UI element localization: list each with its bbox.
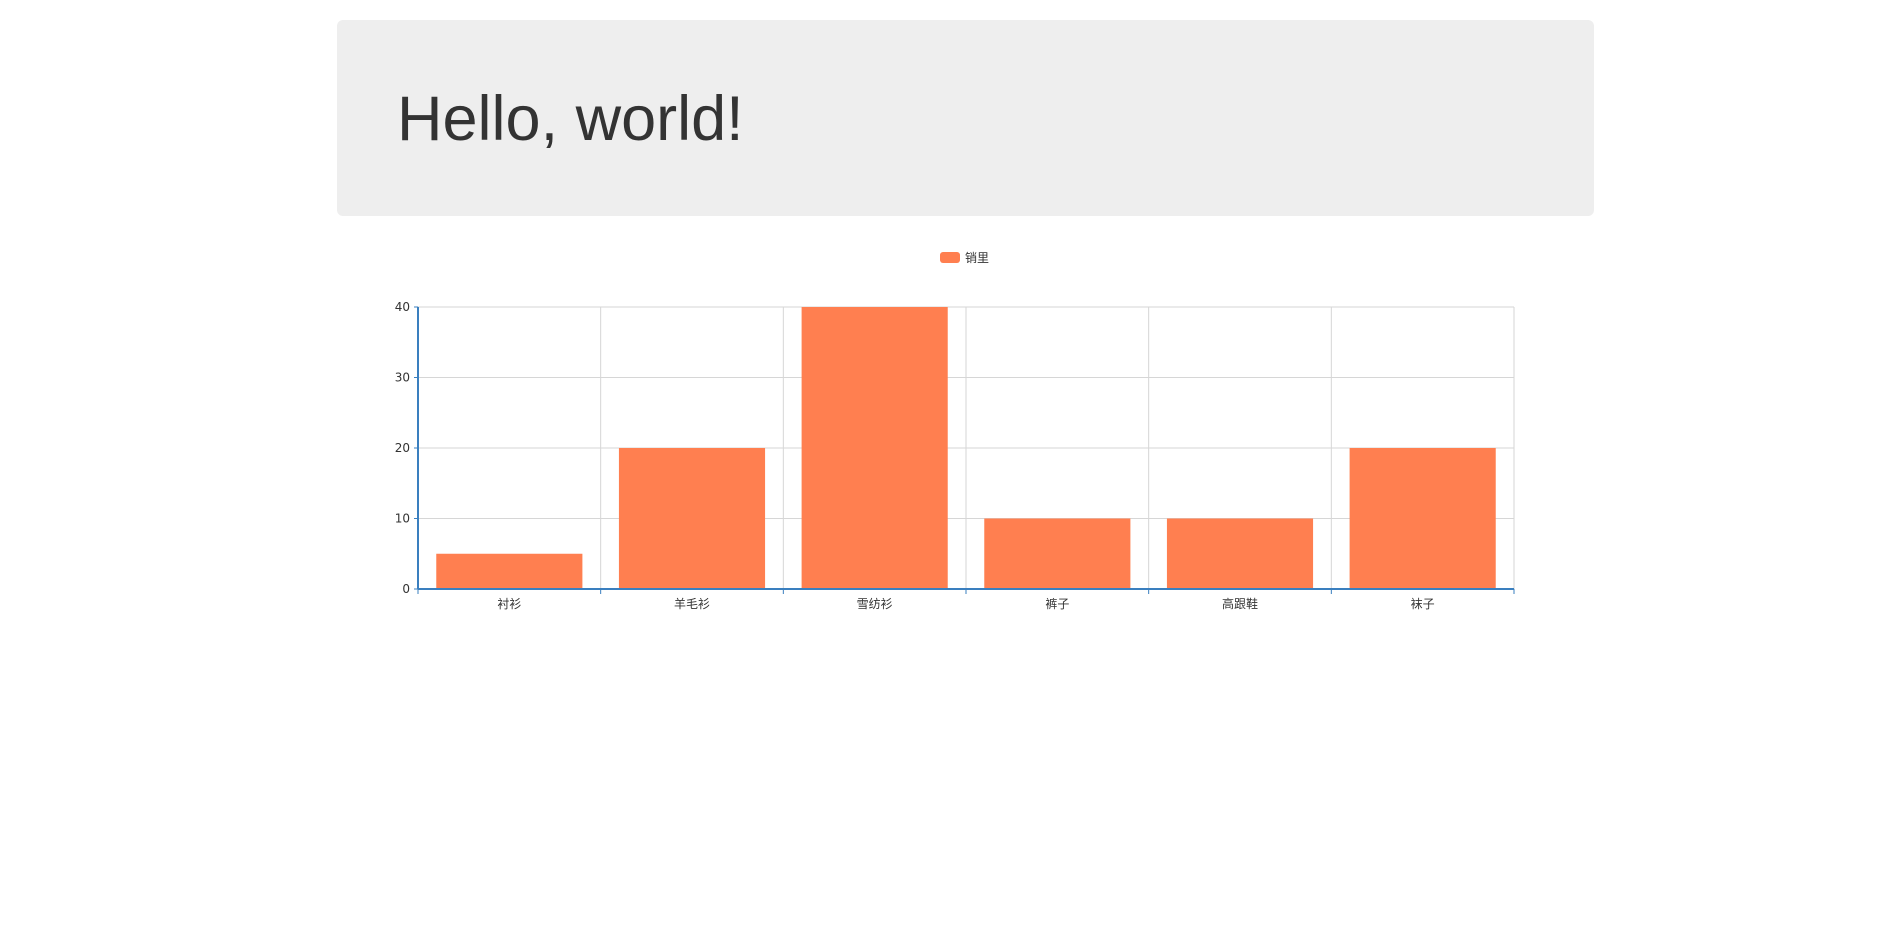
x-tick-label: 羊毛衫 bbox=[674, 596, 710, 611]
legend-label[interactable]: 销里 bbox=[965, 251, 989, 265]
y-tick-label: 20 bbox=[395, 441, 410, 455]
y-tick-label: 0 bbox=[402, 582, 410, 596]
bar[interactable] bbox=[1166, 518, 1314, 590]
bar[interactable] bbox=[436, 553, 583, 589]
legend-swatch[interactable] bbox=[940, 252, 960, 263]
bars bbox=[436, 307, 1496, 590]
x-tick-label: 裤子 bbox=[1045, 597, 1069, 611]
y-tick-label: 10 bbox=[395, 512, 410, 526]
bar[interactable] bbox=[1349, 448, 1496, 589]
y-tick-label: 40 bbox=[395, 300, 410, 314]
x-tick-label: 袜子 bbox=[1411, 597, 1435, 611]
bar[interactable] bbox=[984, 518, 1131, 590]
bar[interactable] bbox=[618, 448, 766, 589]
x-tick-label: 衬衫 bbox=[497, 597, 521, 611]
axes: 0 10 20 30 40 衬衫 羊毛衫 雪纺衫 裤子 高跟鞋 袜子 bbox=[395, 300, 1515, 611]
x-tick-label: 高跟鞋 bbox=[1222, 596, 1258, 611]
y-tick-label: 30 bbox=[395, 371, 410, 385]
legend[interactable]: 销里 bbox=[940, 251, 989, 265]
jumbotron: Hello, world! bbox=[337, 20, 1594, 216]
x-tick-label: 雪纺衫 bbox=[857, 597, 893, 611]
page-heading: Hello, world! bbox=[397, 84, 744, 154]
bar[interactable] bbox=[801, 307, 948, 589]
